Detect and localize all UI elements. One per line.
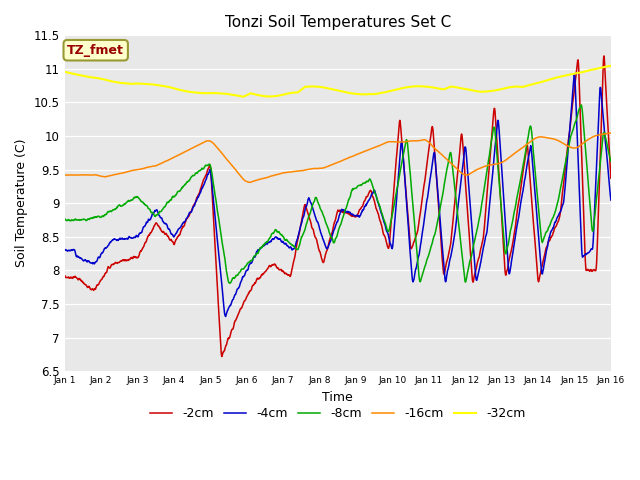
-16cm (607, 130, 614, 136)
-16cm (372, 144, 380, 150)
-4cm (314, 220, 322, 226)
-2cm (218, 354, 226, 360)
-2cm (293, 242, 301, 248)
-32cm (125, 81, 133, 86)
-32cm (61, 69, 68, 74)
-8cm (125, 198, 133, 204)
-16cm (246, 180, 254, 185)
Text: TZ_fmet: TZ_fmet (67, 44, 124, 57)
-8cm (372, 192, 380, 198)
-32cm (239, 94, 247, 100)
-4cm (61, 246, 68, 252)
-8cm (61, 216, 68, 221)
-4cm (304, 196, 312, 202)
-8cm (293, 247, 301, 252)
-2cm (304, 211, 312, 216)
-8cm (607, 158, 614, 164)
-2cm (314, 242, 322, 248)
-2cm (607, 175, 614, 181)
-16cm (103, 174, 111, 180)
-4cm (125, 234, 133, 240)
-32cm (293, 89, 301, 95)
X-axis label: Time: Time (323, 391, 353, 404)
-8cm (226, 280, 234, 286)
-16cm (125, 168, 133, 174)
-32cm (607, 63, 614, 69)
-16cm (61, 172, 68, 178)
-32cm (103, 77, 111, 83)
-2cm (125, 256, 133, 262)
-2cm (61, 273, 68, 278)
-4cm (607, 197, 614, 203)
-2cm (600, 53, 608, 59)
-4cm (372, 192, 380, 197)
-16cm (607, 130, 614, 136)
Line: -16cm: -16cm (65, 133, 611, 182)
Legend: -2cm, -4cm, -8cm, -16cm, -32cm: -2cm, -4cm, -8cm, -16cm, -32cm (145, 402, 531, 425)
-32cm (304, 84, 312, 90)
-8cm (577, 102, 585, 108)
-8cm (314, 199, 322, 205)
Y-axis label: Soil Temperature (C): Soil Temperature (C) (15, 139, 28, 267)
-32cm (372, 91, 380, 97)
Line: -8cm: -8cm (65, 105, 611, 283)
-2cm (103, 269, 111, 275)
-8cm (304, 216, 312, 222)
-16cm (314, 166, 322, 171)
-8cm (103, 211, 111, 216)
-2cm (372, 204, 380, 210)
Title: Tonzi Soil Temperatures Set C: Tonzi Soil Temperatures Set C (225, 15, 451, 30)
-32cm (314, 84, 322, 90)
-16cm (293, 168, 301, 174)
Line: -4cm: -4cm (65, 75, 611, 316)
-4cm (571, 72, 579, 78)
-4cm (222, 313, 230, 319)
Line: -2cm: -2cm (65, 56, 611, 357)
-32cm (607, 63, 614, 69)
-4cm (293, 238, 301, 244)
-4cm (103, 244, 111, 250)
-16cm (304, 167, 312, 172)
Line: -32cm: -32cm (65, 66, 611, 97)
